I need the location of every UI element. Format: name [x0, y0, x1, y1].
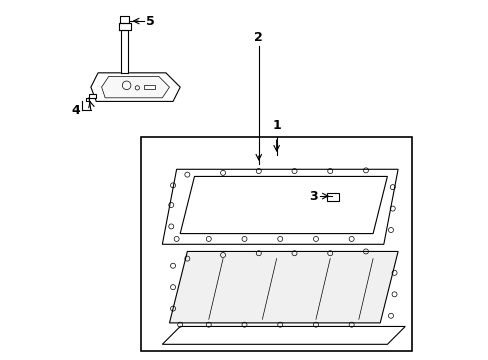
Text: 4: 4	[71, 104, 80, 117]
Polygon shape	[102, 76, 169, 98]
Polygon shape	[162, 169, 397, 244]
Polygon shape	[180, 176, 386, 234]
Polygon shape	[119, 23, 131, 30]
Polygon shape	[91, 73, 180, 102]
Polygon shape	[121, 30, 128, 73]
Text: 1: 1	[272, 119, 281, 132]
Text: 3: 3	[308, 190, 317, 203]
Polygon shape	[85, 94, 96, 102]
Bar	[144, 85, 155, 89]
Text: 2: 2	[254, 31, 263, 44]
Polygon shape	[169, 251, 397, 323]
Text: 5: 5	[146, 14, 155, 27]
Bar	[326, 193, 339, 202]
Polygon shape	[120, 16, 129, 23]
Bar	[141, 137, 411, 351]
Polygon shape	[162, 327, 405, 344]
